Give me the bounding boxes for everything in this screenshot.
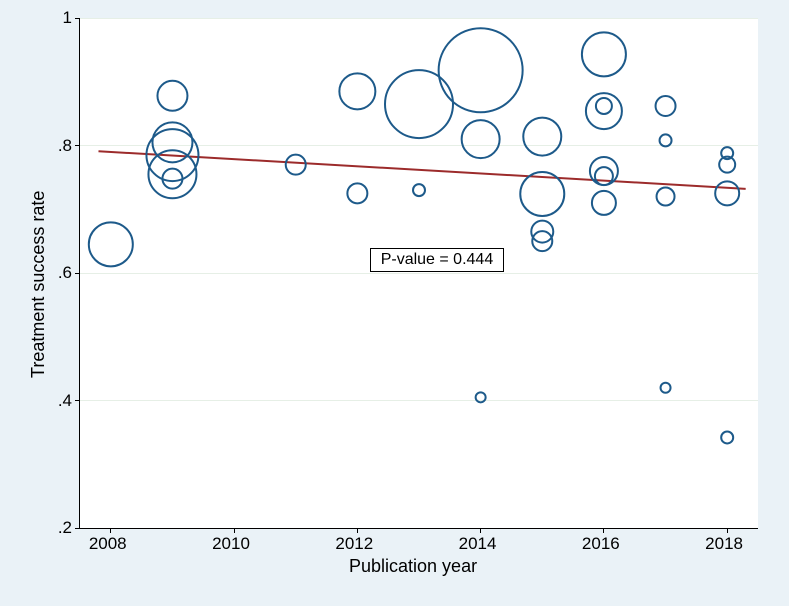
x-tick: [110, 528, 111, 533]
bubble-point: [656, 96, 676, 116]
y-tick: [75, 273, 80, 274]
y-tick: [75, 145, 80, 146]
plot-area: [80, 18, 758, 528]
x-tick: [603, 528, 604, 533]
x-tick: [234, 528, 235, 533]
bubble-point: [286, 155, 306, 175]
x-tick-label: 2008: [89, 534, 127, 554]
bubble-point: [592, 191, 616, 215]
x-tick-label: 2014: [459, 534, 497, 554]
bubble-point: [715, 181, 739, 205]
x-tick-label: 2010: [212, 534, 250, 554]
y-tick-label: .2: [58, 518, 72, 538]
x-tick-label: 2018: [705, 534, 743, 554]
bubble-point: [339, 73, 375, 109]
x-tick-label: 2016: [582, 534, 620, 554]
x-tick: [480, 528, 481, 533]
bubble-point: [476, 392, 486, 402]
bubble-point: [89, 222, 133, 266]
x-axis-line: [80, 528, 758, 529]
bubble-point: [413, 184, 425, 196]
y-tick-label: .8: [58, 136, 72, 156]
bubble-point: [162, 169, 182, 189]
bubble-point: [462, 120, 500, 158]
bubble-point: [520, 172, 564, 216]
y-tick-label: .4: [58, 391, 72, 411]
bubble-point: [660, 134, 672, 146]
bubble-point: [582, 32, 626, 76]
x-tick: [727, 528, 728, 533]
bubble-point: [439, 28, 523, 112]
chart-container: 2008 2010 2012 2014 2016 2018 .2 .4 .6 .8 1 P-valu…: [0, 0, 789, 606]
bubble-point: [385, 70, 453, 138]
x-axis-title: Publication year: [349, 556, 477, 577]
bubble-point: [523, 118, 561, 156]
y-tick-label: .6: [58, 263, 72, 283]
bubble-point: [596, 98, 612, 114]
y-axis-title: Treatment success rate: [28, 191, 49, 378]
y-tick: [75, 528, 80, 529]
pvalue-annotation: P-value = 0.444: [370, 248, 505, 272]
x-tick: [357, 528, 358, 533]
bubble-point: [661, 383, 671, 393]
bubble-point: [347, 183, 367, 203]
bubble-point: [157, 81, 187, 111]
x-tick-label: 2012: [335, 534, 373, 554]
y-tick: [75, 400, 80, 401]
annotation-text: P-value = 0.444: [381, 251, 494, 268]
y-tick: [75, 18, 80, 19]
bubble-point: [721, 431, 733, 443]
bubble-point: [595, 167, 613, 185]
data-layer: [80, 18, 758, 528]
bubble-point: [657, 188, 675, 206]
y-tick-label: 1: [63, 8, 72, 28]
